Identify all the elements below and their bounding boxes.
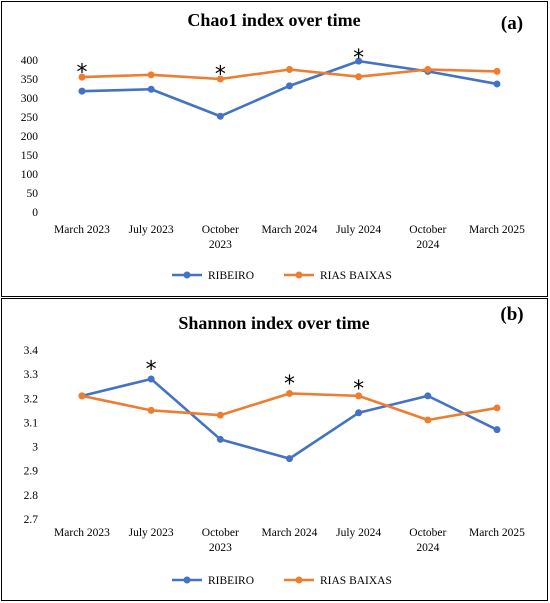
significance-marker: * <box>146 357 157 382</box>
data-point <box>286 455 293 463</box>
y-tick-label: 100 <box>21 169 39 181</box>
x-category-label: October 2023 <box>202 224 239 251</box>
y-tick-label: 300 <box>21 93 39 105</box>
data-point <box>493 426 501 434</box>
significance-marker: * <box>215 63 226 88</box>
data-point <box>78 87 86 95</box>
data-point <box>147 85 155 93</box>
y-tick-label: 3.1 <box>24 417 39 429</box>
chao1-chart: Chao1 index over time (a) 0 50 100 150 200 250 3… <box>21 10 525 282</box>
data-point <box>78 392 86 400</box>
panel-label: (a) <box>501 13 523 34</box>
y-tick-label: 150 <box>21 150 39 162</box>
x-category-label: March 2024 <box>262 527 318 539</box>
legend-item: RIAS BAIXAS <box>284 270 392 282</box>
legend-item: RIAS BAIXAS <box>284 575 392 587</box>
x-category-label: March 2025 <box>469 224 525 236</box>
legend-label: RIAS BAIXAS <box>320 270 392 282</box>
significance-marker: * <box>353 377 364 402</box>
y-tick-label: 0 <box>32 207 38 219</box>
series-line-2 <box>81 392 498 422</box>
data-point <box>355 409 363 417</box>
legend-item: RIBEIRO <box>172 575 254 587</box>
x-category-label: March 2023 <box>54 224 110 236</box>
y-tick-label: 3.4 <box>24 345 39 357</box>
data-point <box>216 435 224 443</box>
data-point <box>216 112 224 120</box>
panel-label: (b) <box>500 304 523 325</box>
legend-label: RIBEIRO <box>208 575 254 587</box>
x-category-label: July 2024 <box>336 224 381 236</box>
chart-title: Shannon index over time <box>178 313 369 333</box>
data-point <box>147 406 155 414</box>
y-tick-label: 2.9 <box>24 466 39 478</box>
y-tick-label: 50 <box>27 188 39 200</box>
x-category-label: July 2024 <box>336 527 381 539</box>
data-point <box>216 75 224 83</box>
x-category-label: March 2024 <box>262 224 318 236</box>
x-category-label: October 2023 <box>202 527 239 554</box>
data-point <box>493 67 501 75</box>
chart-title: Chao1 index over time <box>187 10 360 30</box>
chao1-chart-panel: Chao1 index over time (a) 0 50 100 150 200 250 3… <box>1 1 548 297</box>
data-point <box>286 389 293 397</box>
data-point <box>286 66 293 73</box>
y-tick-label: 200 <box>21 131 39 143</box>
y-tick-label: 3 <box>32 442 38 454</box>
data-point <box>147 71 155 79</box>
x-category-label: July 2023 <box>129 527 174 539</box>
x-category-label: March 2023 <box>54 527 110 539</box>
legend-label: RIAS BAIXAS <box>320 575 392 587</box>
y-tick-label: 2.7 <box>24 514 39 526</box>
data-point <box>286 82 293 90</box>
data-point <box>493 404 501 412</box>
data-point <box>78 73 86 81</box>
x-category-label: July 2023 <box>129 224 174 236</box>
significance-marker: * <box>77 61 88 86</box>
shannon-chart: Shannon index over time (b) 2.7 2.8 2.9 3 3.1 3… <box>24 304 526 587</box>
y-tick-label: 3.2 <box>24 393 39 405</box>
data-point <box>355 57 363 65</box>
data-point <box>147 375 155 383</box>
shannon-chart-panel: Shannon index over time (b) 2.7 2.8 2.9 3 3.1 3… <box>1 298 548 601</box>
legend-item: RIBEIRO <box>172 270 254 282</box>
y-tick-label: 400 <box>21 55 39 67</box>
legend-marker <box>295 271 303 279</box>
x-category-label: October 2024 <box>409 224 446 251</box>
data-point <box>216 411 224 419</box>
legend-marker <box>183 576 191 584</box>
y-tick-label: 350 <box>21 74 39 86</box>
data-point <box>355 392 363 400</box>
legend-label: RIBEIRO <box>208 270 254 282</box>
significance-marker: * <box>284 372 295 397</box>
significance-marker: * <box>353 46 364 71</box>
legend-marker <box>183 271 191 279</box>
data-point <box>424 416 432 424</box>
data-point <box>355 73 363 81</box>
data-point <box>424 392 432 400</box>
y-tick-label: 2.8 <box>24 490 39 502</box>
y-tick-label: 3.3 <box>24 369 39 381</box>
y-tick-label: 250 <box>21 112 39 124</box>
x-category-label: October 2024 <box>409 527 446 554</box>
data-point <box>424 66 432 73</box>
data-point <box>493 80 501 88</box>
x-category-label: March 2025 <box>469 527 525 539</box>
legend-marker <box>295 576 303 584</box>
